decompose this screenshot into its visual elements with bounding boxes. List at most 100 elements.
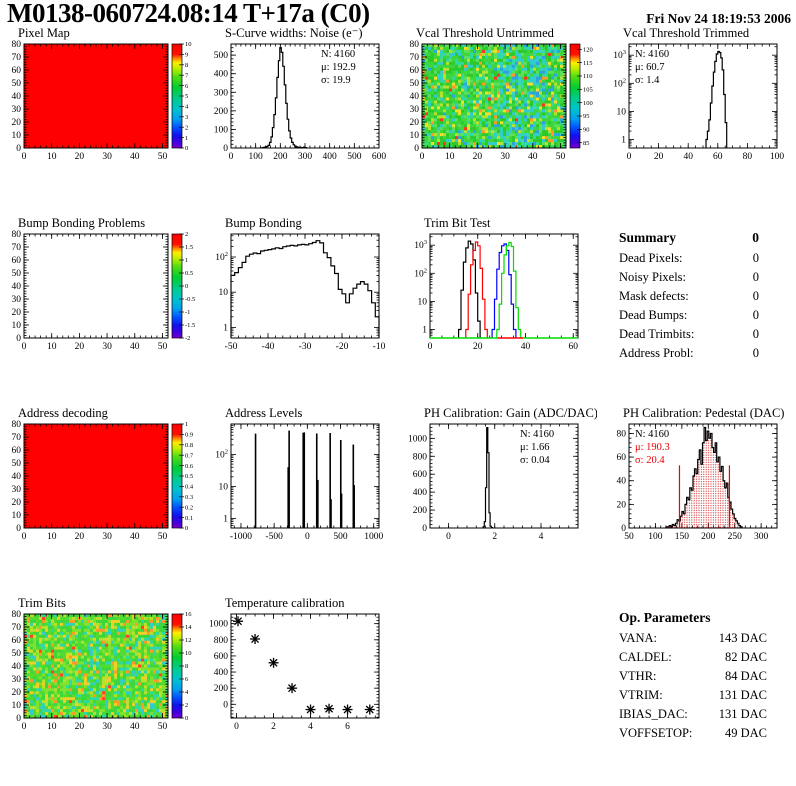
summary-row-label: Address Probl: xyxy=(619,344,753,363)
svg-text:50: 50 xyxy=(410,79,420,89)
svg-text:10: 10 xyxy=(47,152,57,162)
svg-text:1.5: 1.5 xyxy=(185,244,193,251)
svg-text:400: 400 xyxy=(413,488,428,498)
svg-text:0.5: 0.5 xyxy=(185,270,193,277)
colorbar: 21.510.50-0.5-1-1.5-2 xyxy=(172,231,195,342)
svg-text:102: 102 xyxy=(215,448,228,460)
svg-text:0: 0 xyxy=(422,524,427,534)
svg-text:0: 0 xyxy=(22,342,27,352)
svg-text:N: 4160: N: 4160 xyxy=(635,429,669,440)
svg-text:103: 103 xyxy=(613,49,626,61)
op-parameters-row-value: 49 DAC xyxy=(725,724,767,743)
svg-text:μ: 1.66: μ: 1.66 xyxy=(520,442,550,453)
svg-text:20: 20 xyxy=(617,500,627,510)
svg-text:60: 60 xyxy=(12,256,22,266)
svg-text:30: 30 xyxy=(102,152,112,162)
svg-text:0.5: 0.5 xyxy=(185,473,193,480)
svg-text:1: 1 xyxy=(185,257,188,264)
svg-text:4: 4 xyxy=(185,104,189,111)
svg-text:8: 8 xyxy=(185,62,188,69)
svg-text:400: 400 xyxy=(323,152,338,162)
svg-text:0: 0 xyxy=(446,532,451,542)
hist-line xyxy=(466,242,488,338)
svg-text:40: 40 xyxy=(521,342,531,352)
svg-text:300: 300 xyxy=(214,88,229,98)
svg-text:600: 600 xyxy=(413,470,428,480)
svg-text:90: 90 xyxy=(583,127,590,134)
svg-text:50: 50 xyxy=(556,152,566,162)
svg-text:0.8: 0.8 xyxy=(185,442,193,449)
svg-text:0: 0 xyxy=(16,144,21,154)
op-parameters-row: VTRIM:131 DAC xyxy=(619,686,767,705)
svg-text:1: 1 xyxy=(185,421,188,428)
svg-text:μ: 60.7: μ: 60.7 xyxy=(635,62,665,73)
svg-text:200: 200 xyxy=(413,506,428,516)
plot-title: PH Calibration: Gain (ADC/DAC) xyxy=(424,406,597,420)
svg-text:0.7: 0.7 xyxy=(185,452,194,459)
svg-text:σ: 0.04: σ: 0.04 xyxy=(520,455,550,466)
summary-total: 0 xyxy=(752,228,759,247)
summary-row-value: 0 xyxy=(753,268,759,287)
svg-text:103: 103 xyxy=(414,239,427,251)
svg-text:60: 60 xyxy=(713,152,723,162)
summary-row: Dead Trimbits:0 xyxy=(619,325,759,344)
op-parameters-title: Op. Parameters xyxy=(619,608,767,627)
map-area xyxy=(24,424,168,528)
svg-text:-50: -50 xyxy=(225,342,238,352)
svg-text:1: 1 xyxy=(621,136,626,146)
svg-text:30: 30 xyxy=(500,152,510,162)
svg-text:0.3: 0.3 xyxy=(185,494,193,501)
plot-title: Bump Bonding xyxy=(225,216,302,230)
svg-text:40: 40 xyxy=(130,342,140,352)
svg-text:N: 4160: N: 4160 xyxy=(520,429,554,440)
plot-title: Vcal Threshold Untrimmed xyxy=(416,26,555,40)
svg-text:0: 0 xyxy=(185,145,188,152)
summary-row-value: 0 xyxy=(753,306,759,325)
panel-blank xyxy=(398,596,597,786)
svg-text:600: 600 xyxy=(372,152,387,162)
svg-text:10: 10 xyxy=(12,511,22,521)
svg-text:1: 1 xyxy=(422,326,427,336)
svg-text:20: 20 xyxy=(75,342,85,352)
op-parameters-row-value: 82 DAC xyxy=(725,648,767,667)
svg-text:70: 70 xyxy=(12,53,22,63)
plot-title: Pixel Map xyxy=(18,26,70,40)
svg-text:N: 4160: N: 4160 xyxy=(635,49,669,60)
op-parameters-row: VOFFSETOP:49 DAC xyxy=(619,724,767,743)
svg-text:30: 30 xyxy=(12,295,22,305)
svg-text:0: 0 xyxy=(428,342,433,352)
op-parameters-row-label: VTHR: xyxy=(619,667,725,686)
plot-frame xyxy=(24,234,168,338)
summary-title: Summary xyxy=(619,228,752,247)
op-parameters-row: IBIAS_DAC:131 DAC xyxy=(619,705,767,724)
svg-text:σ: 19.9: σ: 19.9 xyxy=(321,75,351,86)
svg-text:10: 10 xyxy=(219,482,229,492)
svg-text:20: 20 xyxy=(473,152,483,162)
svg-text:200: 200 xyxy=(214,107,229,117)
svg-text:60: 60 xyxy=(568,342,578,352)
svg-text:30: 30 xyxy=(12,485,22,495)
svg-text:20: 20 xyxy=(410,118,420,128)
page-title: M0138-060724.08:14 T+17a (C0) xyxy=(7,0,370,29)
plot-title: Vcal Threshold Trimmed xyxy=(623,26,750,40)
svg-text:4: 4 xyxy=(539,532,544,542)
